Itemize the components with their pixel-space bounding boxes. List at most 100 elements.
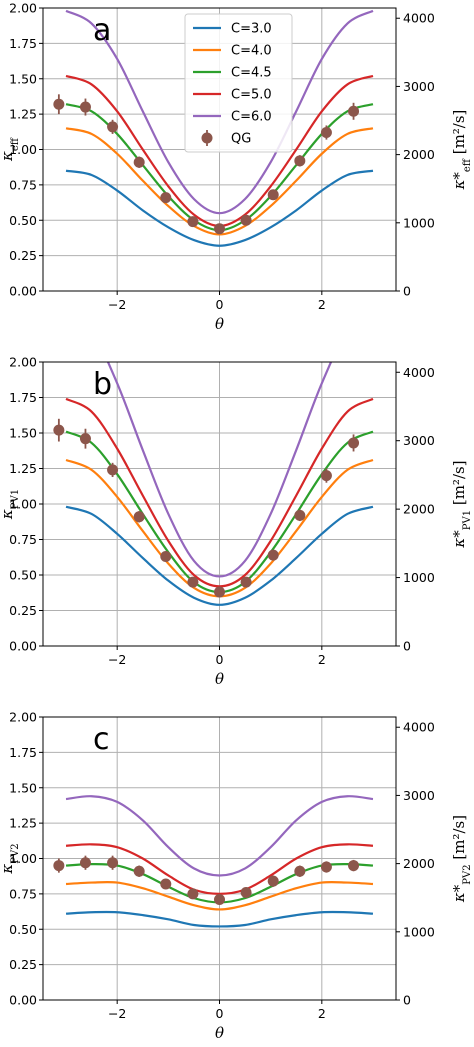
y-tick-label: 1.75 — [9, 390, 37, 405]
y-right-tick-label: 0 — [403, 639, 411, 654]
panel-letter: a — [93, 13, 111, 48]
qg-point — [348, 437, 360, 449]
legend-label: C=6.0 — [231, 110, 272, 125]
qg-point — [240, 886, 252, 898]
panel-letter: c — [93, 722, 110, 757]
y-tick-label: 1.75 — [9, 745, 37, 760]
y-right-tick-label: 1000 — [403, 570, 435, 585]
y-right-axis-label: κ*eff [m²/s] — [450, 110, 473, 191]
legend-box — [184, 13, 293, 153]
y-tick-label: 1.50 — [9, 426, 37, 441]
x-tick-label: −2 — [108, 1006, 126, 1021]
qg-point — [133, 865, 145, 877]
qg-point — [294, 509, 306, 521]
series-line-c-6-0 — [65, 9, 374, 215]
y-tick-label: 2.00 — [9, 355, 37, 370]
qg-point — [214, 223, 225, 235]
qg-point — [160, 192, 172, 204]
x-tick-label: 2 — [318, 652, 326, 667]
y-right-tick-label: 3000 — [403, 433, 435, 448]
y-tick-label: 1.00 — [9, 142, 37, 157]
y-axis-label: κeff — [0, 137, 21, 162]
qg-point — [133, 156, 145, 168]
qg-point — [320, 127, 332, 139]
y-tick-label: 0.75 — [9, 177, 37, 192]
y-tick-label: 1.75 — [9, 36, 37, 51]
y-right-tick-label: 4000 — [403, 365, 435, 380]
y-tick-label: 0.75 — [9, 886, 37, 901]
qg-point — [79, 857, 91, 869]
qg-point — [214, 586, 225, 598]
legend-label: QG — [231, 132, 251, 147]
y-tick-label: 0.75 — [9, 532, 37, 547]
series-line-c-6-0 — [106, 362, 333, 578]
x-axis-label: θ — [215, 1024, 224, 1042]
legend-label: C=5.0 — [231, 88, 272, 103]
y-axis-label: κPV2 — [0, 843, 21, 874]
y-tick-label: 0.00 — [9, 639, 37, 654]
x-tick-label: 2 — [318, 297, 326, 312]
x-tick-label: −2 — [108, 297, 126, 312]
plot-area — [53, 362, 374, 606]
qg-point — [107, 857, 119, 869]
qg-point — [267, 549, 279, 561]
qg-point — [133, 511, 145, 523]
legend-qg-marker — [201, 132, 213, 144]
x-tick-label: 0 — [216, 1006, 224, 1021]
qg-point — [53, 424, 65, 436]
qg-point — [294, 865, 306, 877]
y-tick-label: 0.50 — [9, 213, 37, 228]
qg-point — [267, 189, 279, 201]
qg-point — [187, 576, 199, 588]
legend-label: C=4.5 — [231, 66, 272, 81]
qg-point — [348, 860, 360, 872]
panel-letter: b — [93, 367, 112, 402]
y-tick-label: 1.50 — [9, 71, 37, 86]
qg-point — [53, 860, 65, 872]
y-right-tick-label: 0 — [403, 284, 411, 299]
qg-point — [294, 155, 306, 167]
y-tick-label: 0.25 — [9, 957, 37, 972]
qg-point — [53, 98, 65, 110]
series-line-c-3-0 — [65, 910, 374, 928]
y-right-tick-label: 4000 — [403, 720, 435, 735]
qg-point — [79, 433, 91, 445]
plot-area — [53, 9, 374, 247]
legend-label: C=3.0 — [231, 22, 272, 37]
x-axis-label: θ — [215, 670, 224, 688]
y-tick-label: 0.00 — [9, 993, 37, 1008]
panel-b: −2 0 2 0.00 0.25 0.50 0.75 1.00 1.25 1.50 1.75 2.00… — [0, 355, 473, 689]
qg-point — [267, 875, 279, 887]
x-axis-label: θ — [215, 315, 224, 333]
y-axis-label: κPV1 — [0, 489, 21, 520]
x-tick-label: 0 — [216, 652, 224, 667]
x-tick-label: 0 — [216, 297, 224, 312]
qg-point — [187, 888, 199, 900]
qg-point — [320, 861, 332, 873]
qg-point — [320, 470, 332, 482]
y-tick-label: 1.25 — [9, 107, 37, 122]
qg-point — [240, 214, 252, 226]
y-tick-label: 0.50 — [9, 922, 37, 937]
qg-point — [348, 105, 360, 117]
legend-label: C=4.0 — [231, 44, 272, 59]
y-tick-label: 0.50 — [9, 568, 37, 583]
y-tick-label: 2.00 — [9, 710, 37, 725]
qg-point — [240, 576, 252, 588]
qg-point — [107, 121, 119, 133]
y-tick-label: 0.00 — [9, 284, 37, 299]
panel-a: −2 0 2 0.00 0.25 0.50 0.75 1.00 1.25 1.50 1.75 2.00… — [0, 1, 473, 334]
qg-point — [107, 464, 119, 476]
legend: C=3.0 C=4.0 C=4.5 C=5.0 C=6.0 QG — [184, 13, 293, 153]
qg-point — [214, 894, 225, 906]
x-tick-label: −2 — [108, 652, 126, 667]
panel-c: −2 0 2 0.00 0.25 0.50 0.75 1.00 1.25 1.50 1.75 2.00… — [0, 710, 473, 1043]
series-line-c-4-0 — [65, 127, 374, 236]
y-tick-label: 1.25 — [9, 461, 37, 476]
qg-point — [79, 101, 91, 113]
x-tick-label: 2 — [318, 1006, 326, 1021]
y-right-tick-label: 2000 — [403, 856, 435, 871]
y-right-tick-label: 2000 — [403, 502, 435, 517]
y-right-tick-label: 3000 — [403, 79, 435, 94]
